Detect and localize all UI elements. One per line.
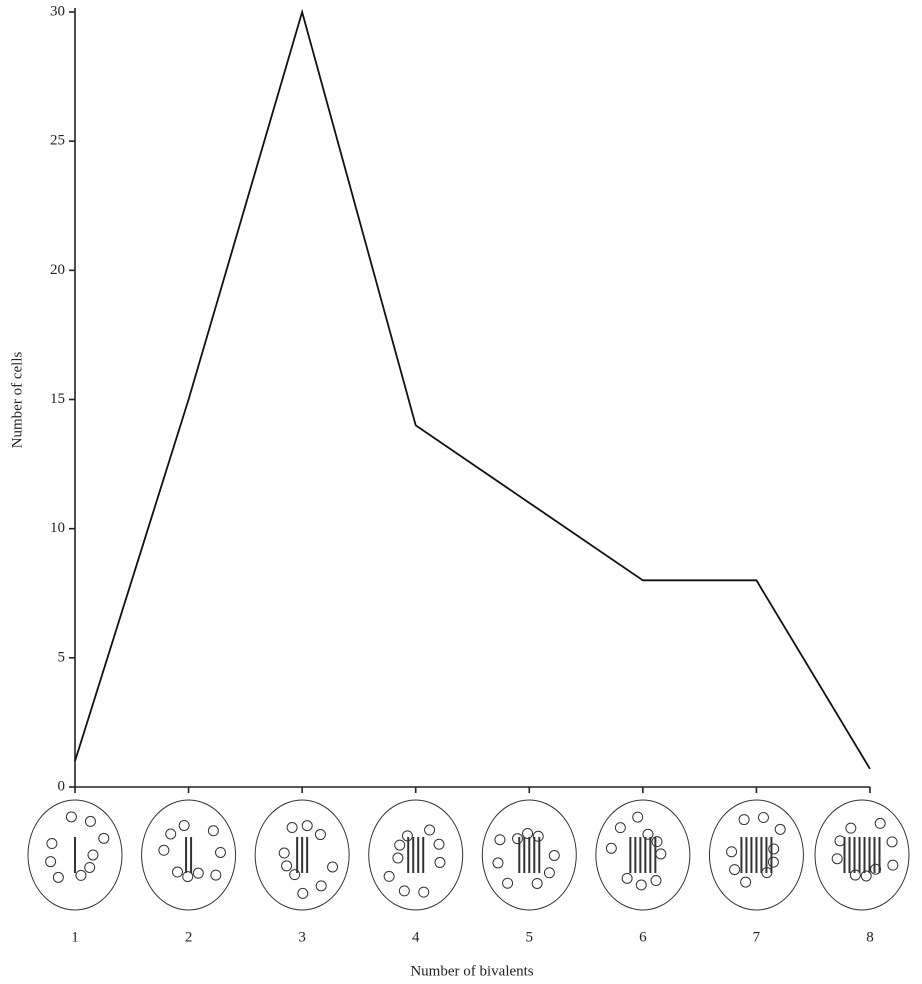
cell-chromosome [282,861,292,871]
cell-chromosome [183,872,193,882]
y-axis-label: Number of cells [9,352,25,449]
cell-chromosome [532,878,542,888]
cell-chromosome [741,877,751,887]
cell-chromosome [172,867,182,877]
cell-chromosome [633,812,643,822]
cell-chromosome [298,888,308,898]
cell-chromosome [769,844,779,854]
cell-chromosome [730,865,740,875]
x-tick-label: 6 [639,929,647,945]
cell-chromosome [193,868,203,878]
data-line [75,12,870,769]
x-tick-label: 1 [71,929,79,945]
cell-chromosome [46,857,56,867]
x-tick-label: 2 [185,929,193,945]
cell-chromosome [179,820,189,830]
y-tick-label: 20 [50,262,65,278]
cell-chromosome [425,825,435,835]
cell-chromosome [395,840,405,850]
cell-chromosome [835,836,845,846]
cell-chromosome [85,816,95,826]
cell-drawing [815,800,909,910]
cell-chromosome [279,848,289,858]
x-tick-label: 3 [298,929,306,945]
cell-chromosome [651,876,661,886]
cell-chromosome [622,873,632,883]
y-tick-label: 30 [50,3,65,19]
cell-drawing [369,800,463,910]
cell-chromosome [85,862,95,872]
cell-chromosome [99,833,109,843]
x-tick-label: 7 [753,929,761,945]
cell-chromosome [393,853,403,863]
y-tick-label: 0 [58,778,66,794]
x-tick-label: 4 [412,929,420,945]
cell-chromosome [434,839,444,849]
chart: Number of cells Number of bivalents 0 5 10… [0,0,922,984]
cell-chromosome [435,857,445,867]
cell-chromosome [419,887,429,897]
cell-chromosome [166,829,176,839]
page: {"chart_data": {"type": "line", "x_label… [0,0,922,984]
cell-chromosome [887,837,897,847]
cell-chromosome [606,843,616,853]
cell-chromosome [768,857,778,867]
cell-chromosome [656,849,666,859]
cell-chromosome [315,830,325,840]
cell-chromosome [495,835,505,845]
cell-chromosome [615,823,625,833]
cell-chromosome [513,834,523,844]
cell-chromosome [523,828,533,838]
cell-chromosome [636,880,646,890]
cell-chromosome [159,845,169,855]
cell-chromosome [302,821,312,831]
cell-chromosome [66,812,76,822]
y-tick-label: 25 [50,133,65,149]
x-tick-label: 5 [526,929,534,945]
cell-chromosome [875,818,885,828]
cell-chromosome [544,868,554,878]
cell-chromosome [88,850,98,860]
cell-chromosome [739,815,749,825]
x-axis-label: Number of bivalents [410,963,533,979]
cell-chromosome [76,870,86,880]
cell-chromosome [652,837,662,847]
cell-chromosome [328,862,338,872]
y-tick-label: 5 [58,649,66,665]
cell-chromosome [208,826,218,836]
y-tick-label: 15 [50,391,65,407]
cell-chromosome [53,872,63,882]
cell-chromosome [493,858,503,868]
cell-chromosome [384,871,394,881]
cell-chromosome [832,854,842,864]
cell-chromosome [846,823,856,833]
cell-chromosome [290,870,300,880]
cell-chromosome [47,839,57,849]
cell-chromosome [503,878,513,888]
cell-chromosome [316,881,326,891]
cell-chromosome [216,847,226,857]
x-tick-label: 8 [866,929,874,945]
cell-chromosome [775,824,785,834]
cell-chromosome [758,813,768,823]
cell-drawing [142,800,236,910]
cell-chromosome [727,847,737,857]
cell-chromosome [888,860,898,870]
cell-chromosome [399,886,409,896]
cell-chromosome [211,870,221,880]
cell-chromosome [549,851,559,861]
y-tick-label: 10 [50,520,65,536]
cell-chromosome [287,823,297,833]
